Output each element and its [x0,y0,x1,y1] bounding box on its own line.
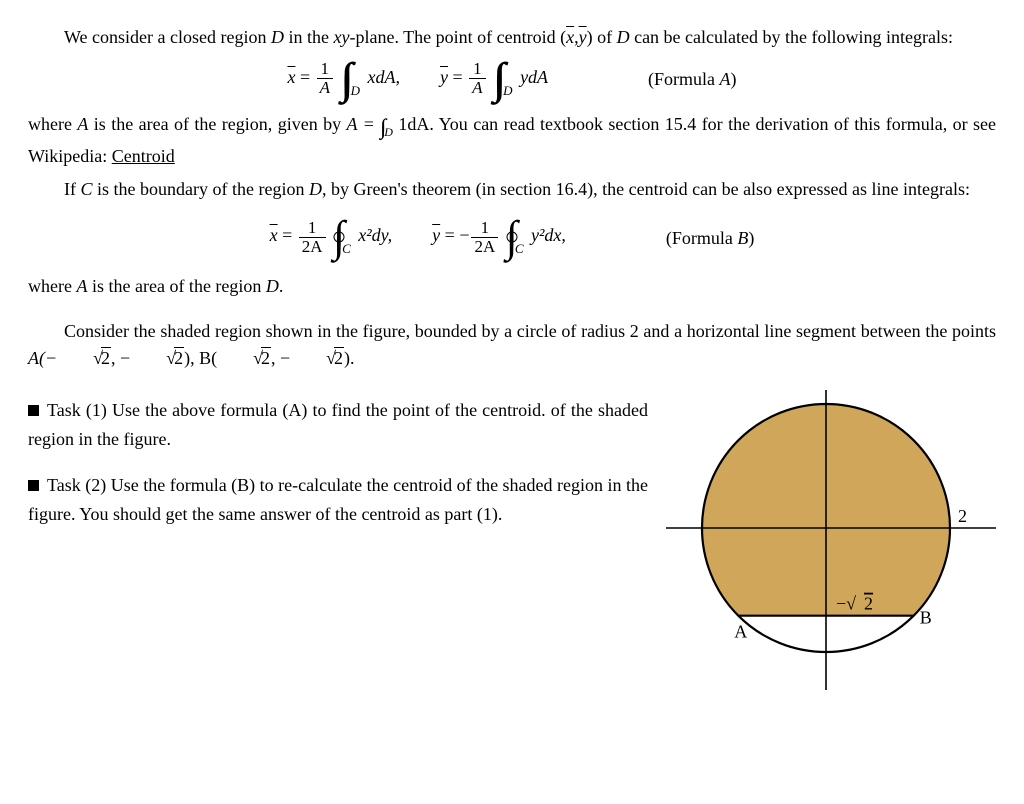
svg-text:2: 2 [958,506,967,526]
var-D: D [266,276,279,296]
centroid-pair: (x,y) [560,27,593,47]
tasks-column: Task (1) Use the above formula (A) to fi… [28,390,648,547]
var-D: D [617,27,630,47]
svg-text:B: B [920,608,932,628]
double-integral-icon: ∫ [342,59,354,99]
text: , by Green's theorem (in section 16.4), … [322,179,970,199]
task-1-text: Task (1) Use the above formula (A) to fi… [28,400,648,449]
var-A: A [76,276,87,296]
greens-paragraph: If C is the boundary of the region D, by… [28,176,996,203]
text: If [64,179,81,199]
formula-a-label: (Formula A) [648,66,737,93]
bullet-icon [28,405,39,416]
text: of [593,27,617,47]
formula-a: x = 1A ∫∫D xdA, y = 1A ∫∫D ydA (Formula … [28,59,996,100]
text: where [28,114,77,134]
task-2-text: Task (2) Use the formula (B) to re-calcu… [28,475,648,524]
text: -plane. The point of centroid [349,27,560,47]
area-integral: A = ∫∫D 1dA [347,114,430,134]
tasks-figure-row: Task (1) Use the above formula (A) to fi… [28,390,996,690]
task-1: Task (1) Use the above formula (A) to fi… [28,396,648,454]
var-C: C [81,179,93,199]
double-integral-icon: ∫ [494,59,506,99]
contour-integral-icon: ∫ [333,217,345,257]
bullet-icon [28,480,39,491]
region-figure: 2 A B −√ 2 [666,390,996,690]
formula-a-xbar: x = 1A ∫∫D xdA, [287,59,400,100]
where-area-2-paragraph: where A is the area of the region D. [28,273,996,300]
formula-b-xbar: x = 12A ∫C x²dy, [270,217,393,258]
text: where [28,276,76,296]
figure-column: 2 A B −√ 2 [666,390,996,690]
var-D: D [271,27,284,47]
text: Consider the shaded region shown in the … [64,321,996,341]
var-xy: xy [333,27,349,47]
text: is the area of the region [87,276,265,296]
formula-a-ybar: y = 1A ∫∫D ydA [440,59,548,100]
text: is the area of the region, given by [88,114,346,134]
text: . [279,276,284,296]
task-2: Task (2) Use the formula (B) to re-calcu… [28,471,648,529]
text: is the boundary of the region [93,179,309,199]
svg-text:A: A [734,622,747,642]
text: in the [284,27,334,47]
where-area-paragraph: where A is the area of the region, given… [28,110,996,170]
formula-b-ybar: y = −12A ∫C y²dx, [432,217,566,258]
problem-paragraph: Consider the shaded region shown in the … [28,318,996,372]
var-D: D [309,179,322,199]
svg-text:−√: −√ [836,594,856,614]
svg-text:2: 2 [864,594,873,614]
text: We consider a closed region [64,27,271,47]
centroid-link[interactable]: Centroid [112,146,175,166]
text: can be calculated by the following integ… [630,27,953,47]
var-A: A [77,114,88,134]
formula-b: x = 12A ∫C x²dy, y = −12A ∫C y²dx, (Form… [28,217,996,258]
points-AB: A(−2, −2), B(2, −2). [28,348,355,368]
contour-integral-icon: ∫ [506,217,518,257]
formula-b-label: (Formula B) [666,225,755,252]
intro-paragraph: We consider a closed region D in the xy-… [28,24,996,51]
